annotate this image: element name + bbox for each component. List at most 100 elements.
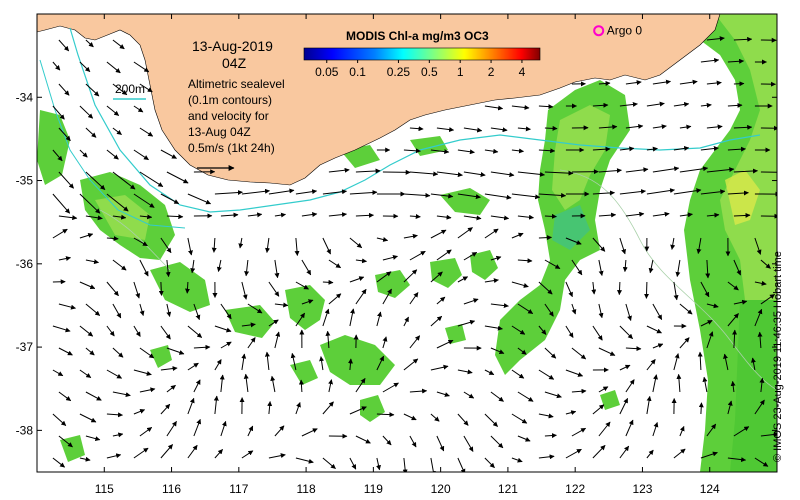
velocity-arrow xyxy=(211,237,217,253)
velocity-arrow xyxy=(216,259,222,272)
velocity-arrow xyxy=(355,168,381,174)
y-tick-label: -36 xyxy=(16,257,34,271)
velocity-arrow xyxy=(619,237,627,255)
velocity-arrow xyxy=(52,325,71,333)
velocity-arrow xyxy=(457,149,475,155)
velocity-arrow xyxy=(133,193,155,208)
y-axis: -34 -35 -36 -37 -38 xyxy=(16,90,777,437)
colorbar-title: MODIS Chl-a mg/m3 OC3 xyxy=(346,29,489,43)
velocity-arrow xyxy=(484,369,495,376)
description-line-1: Altimetric sealevel xyxy=(188,77,285,91)
velocity-arrow xyxy=(52,369,64,377)
chl-patch-mid-15 xyxy=(600,390,620,410)
velocity-arrow xyxy=(646,325,662,334)
velocity-arrow xyxy=(52,149,63,162)
velocity-arrow xyxy=(457,193,481,200)
x-tick-label: 119 xyxy=(364,482,383,496)
velocity-arrow xyxy=(268,453,286,459)
velocity-arrow xyxy=(544,170,574,176)
velocity-arrow xyxy=(160,403,171,415)
velocity-arrow xyxy=(160,325,171,340)
velocity-arrow xyxy=(403,316,409,327)
velocity-arrow xyxy=(733,299,748,305)
velocity-arrow xyxy=(106,325,115,337)
velocity-arrow xyxy=(241,322,256,328)
velocity-arrow xyxy=(727,400,733,415)
velocity-arrow xyxy=(652,343,664,349)
velocity-arrow xyxy=(544,433,557,439)
velocity-arrow xyxy=(139,426,153,437)
velocity-arrow xyxy=(544,213,557,219)
velocity-arrow xyxy=(538,148,556,154)
velocity-arrow xyxy=(696,237,702,254)
argo-float-marker[interactable] xyxy=(593,25,605,37)
velocity-arrow xyxy=(355,377,366,393)
velocity-arrow xyxy=(619,445,630,459)
velocity-arrow xyxy=(139,214,153,220)
velocity-arrow xyxy=(166,420,177,437)
velocity-arrow xyxy=(193,303,201,321)
velocity-scale-label: 0.5m/s (1kt 24h) xyxy=(188,141,275,155)
argo-label: Argo 0 xyxy=(607,24,643,38)
velocity-arrow xyxy=(652,79,671,85)
velocity-arrow xyxy=(403,148,421,154)
velocity-arrow xyxy=(700,451,718,459)
velocity-arrow xyxy=(673,188,702,195)
velocity-arrow xyxy=(622,259,628,273)
velocity-arrow xyxy=(727,146,746,152)
velocity-arrow xyxy=(760,259,771,269)
velocity-arrow xyxy=(409,292,419,305)
velocity-arrow xyxy=(160,444,173,459)
velocity-arrow xyxy=(706,303,719,309)
x-tick-label: 121 xyxy=(498,482,518,496)
velocity-arrow xyxy=(322,457,336,469)
velocity-arrow xyxy=(85,39,94,48)
velocity-arrow xyxy=(565,369,584,377)
velocity-arrow xyxy=(295,312,306,327)
velocity-arrow xyxy=(700,57,720,63)
velocity-arrow xyxy=(187,237,193,256)
velocity-arrow xyxy=(538,281,553,295)
velocity-arrow xyxy=(322,401,334,415)
velocity-arrow xyxy=(112,83,128,96)
velocity-arrow xyxy=(58,256,71,261)
velocity-arrow xyxy=(166,303,172,317)
velocity-arrow xyxy=(322,237,331,255)
y-tick-label: -38 xyxy=(16,423,34,437)
velocity-arrow xyxy=(376,271,392,283)
velocity-arrow xyxy=(517,347,527,355)
velocity-arrow xyxy=(706,124,723,130)
velocity-arrow xyxy=(646,188,675,195)
isobath-label: 200m xyxy=(115,82,145,96)
velocity-arrow xyxy=(544,125,558,131)
velocity-arrow xyxy=(133,447,149,459)
velocity-arrow xyxy=(511,193,541,200)
y-tick-label: -34 xyxy=(16,90,34,104)
velocity-arrow xyxy=(673,101,690,107)
velocity-arrow xyxy=(571,347,587,360)
velocity-arrow xyxy=(625,303,632,321)
velocity-arrow xyxy=(301,299,314,305)
velocity-arrow xyxy=(571,388,587,394)
velocity-arrow xyxy=(679,425,685,437)
chl-patch-mid-16 xyxy=(445,324,466,344)
velocity-arrow xyxy=(106,369,123,379)
velocity-arrow xyxy=(760,431,777,437)
velocity-arrow xyxy=(463,127,483,133)
velocity-arrow xyxy=(484,278,499,284)
velocity-arrow xyxy=(106,193,129,212)
velocity-arrow xyxy=(754,237,762,255)
velocity-arrow xyxy=(598,347,616,356)
y-tick-label: -35 xyxy=(16,174,34,188)
velocity-arrow xyxy=(85,303,101,316)
velocity-arrow xyxy=(160,366,178,372)
velocity-arrow xyxy=(592,102,609,108)
x-tick-label: 120 xyxy=(431,482,451,496)
velocity-arrow xyxy=(538,235,552,241)
velocity-arrow xyxy=(139,387,156,393)
velocity-arrow xyxy=(727,457,747,463)
velocity-arrow xyxy=(679,337,690,349)
velocity-arrow xyxy=(490,255,502,261)
velocity-arrow xyxy=(376,237,389,242)
velocity-arrow xyxy=(644,281,650,299)
